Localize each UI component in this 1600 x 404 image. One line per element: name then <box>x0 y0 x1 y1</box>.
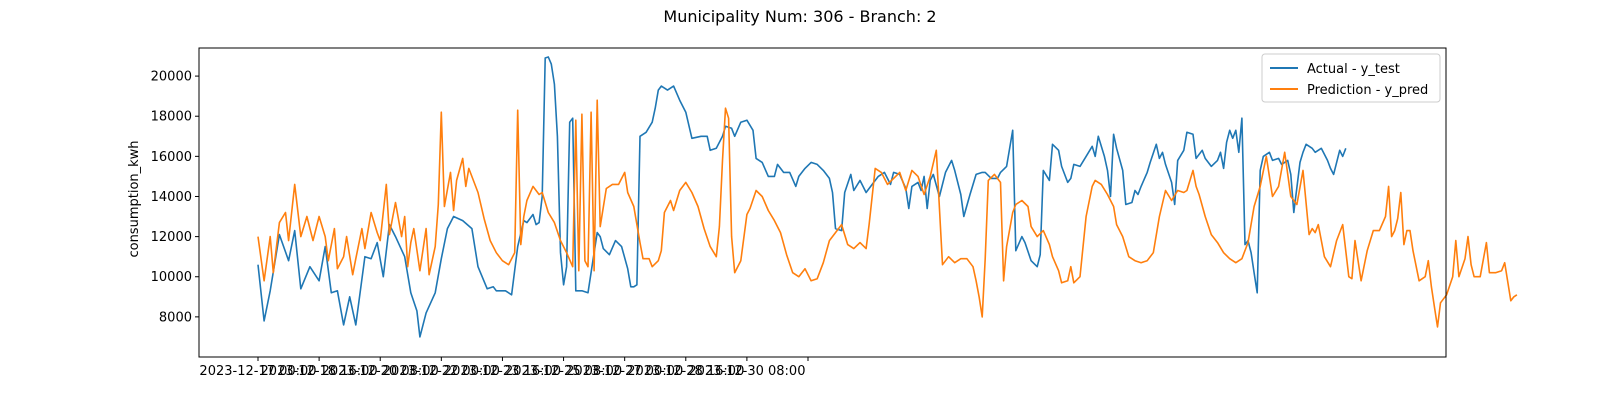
y-tick-label: 10000 <box>151 270 192 285</box>
series-line-actual <box>257 56 1347 338</box>
y-tick-label: 12000 <box>151 230 192 245</box>
x-tick-label: 2023-12-30 08:00 <box>688 364 805 379</box>
y-tick-label: 18000 <box>151 110 192 125</box>
legend-box <box>1261 53 1441 103</box>
plot-area <box>257 56 1518 338</box>
x-tick-label: 2023-12-22 00:00 <box>383 364 500 379</box>
plot-frame <box>198 47 1447 358</box>
x-tick-label: 2023-12-18 16:00 <box>261 364 378 379</box>
y-tick-label: 14000 <box>151 190 192 205</box>
axes: 8000 10000 12000 14000 16000 18000 20000 2023-1… <box>151 47 1447 379</box>
x-tick-label: 2023-12-20 08:00 <box>322 364 439 379</box>
x-tick-label: 2023-12-23 16:00 <box>444 364 561 379</box>
y-tick-label: 20000 <box>151 70 192 85</box>
x-tick-label: 2023-12-27 00:00 <box>566 364 683 379</box>
y-tick-label: 16000 <box>151 150 192 165</box>
x-tick-label: 2023-12-25 08:00 <box>505 364 622 379</box>
x-tick-label: 2023-12-17 00:00 <box>199 364 316 379</box>
x-tick-label: 2023-12-28 16:00 <box>627 364 744 379</box>
series-line-prediction <box>257 99 1518 328</box>
legend-label-prediction: Prediction - y_pred <box>1307 83 1428 98</box>
y-tick-label: 8000 <box>159 310 192 325</box>
legend: Actual - y_test Prediction - y_pred <box>1261 53 1441 103</box>
legend-label-actual: Actual - y_test <box>1307 62 1400 77</box>
chart-title: Municipality Num: 306 - Branch: 2 <box>663 7 936 26</box>
y-axis-label: consumption_kwh <box>127 140 142 257</box>
